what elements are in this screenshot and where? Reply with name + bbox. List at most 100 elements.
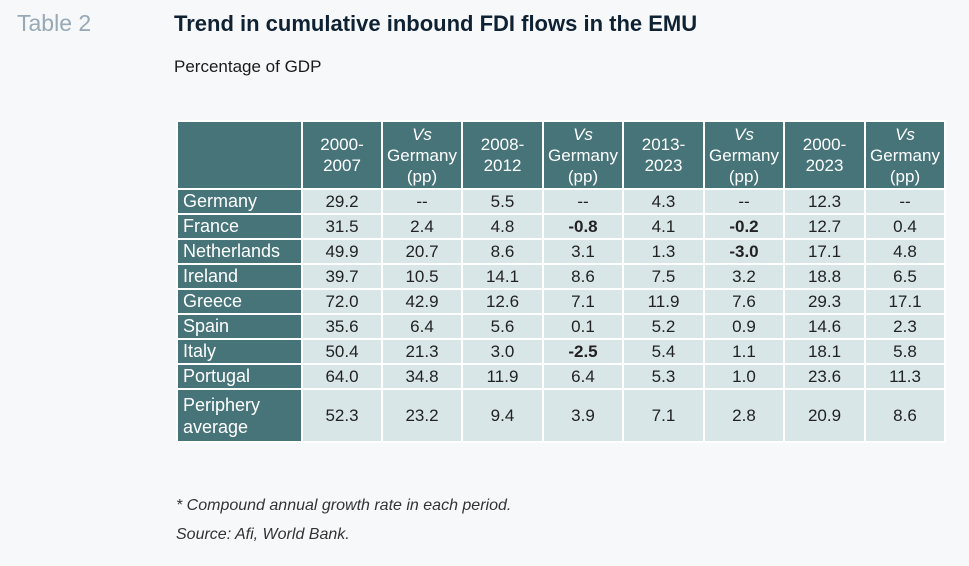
value-cell: 17.1 [783,238,866,265]
value-cell: 8.6 [864,388,946,443]
value-cell: 4.3 [622,188,705,215]
value-cell: 31.5 [301,213,383,240]
country-cell: Ireland [176,263,303,290]
country-cell: Netherlands [176,238,303,265]
column-header: Vs Germany (pp) [703,120,785,190]
footnote: * Compound annual growth rate in each pe… [176,497,512,514]
value-cell: 18.1 [783,338,866,365]
value-cell: 7.5 [622,263,705,290]
value-cell: 0.9 [703,313,785,340]
value-cell: 20.9 [783,388,866,443]
column-header: Vs Germany (pp) [381,120,463,190]
value-cell: 12.3 [783,188,866,215]
column-header: 2000- 2007 [301,120,383,190]
value-cell: 3.1 [542,238,624,265]
value-cell: 1.0 [703,363,785,390]
value-cell: -0.2 [703,213,785,240]
column-header: Vs Germany (pp) [864,120,946,190]
value-cell: 23.6 [783,363,866,390]
value-cell: 12.7 [783,213,866,240]
value-cell: 7.1 [542,288,624,315]
table-label: Table 2 [17,10,92,36]
value-cell: 3.9 [542,388,624,443]
value-cell: 5.2 [622,313,705,340]
value-cell: 10.5 [381,263,463,290]
page-subtitle: Percentage of GDP [174,57,322,76]
country-cell: Portugal [176,363,303,390]
value-cell: 11.9 [461,363,544,390]
column-header: 2013- 2023 [622,120,705,190]
header-corner-cell [176,120,303,190]
value-cell: 34.8 [381,363,463,390]
value-cell: 2.3 [864,313,946,340]
value-cell: 5.4 [622,338,705,365]
value-cell: 9.4 [461,388,544,443]
value-cell: 0.4 [864,213,946,240]
country-cell: Italy [176,338,303,365]
country-cell: Germany [176,188,303,215]
value-cell: 29.2 [301,188,383,215]
value-cell: -2.5 [542,338,624,365]
source-note: Source: Afi, World Bank. [176,526,350,543]
fdi-table: 2000- 2007 Vs Germany (pp) 2008- 2012 Vs Germ… [176,120,946,443]
value-cell: 14.1 [461,263,544,290]
value-cell: 35.6 [301,313,383,340]
value-cell: 39.7 [301,263,383,290]
value-cell: -- [703,188,785,215]
table-row: Netherlands 49.9 20.7 8.6 3.1 1.3 -3.0 17.1 4.8 [176,238,946,265]
value-cell: 29.3 [783,288,866,315]
column-header: 2008- 2012 [461,120,544,190]
value-cell: 11.3 [864,363,946,390]
value-cell: 14.6 [783,313,866,340]
value-cell: -- [542,188,624,215]
value-cell: 2.4 [381,213,463,240]
value-cell: 2.8 [703,388,785,443]
table-row: Greece 72.0 42.9 12.6 7.1 11.9 7.6 29.3 17.1 [176,288,946,315]
value-cell: -3.0 [703,238,785,265]
table-body: Germany 29.2 -- 5.5 -- 4.3 -- 12.3 -- France 31.5 2… [176,188,946,443]
country-cell: Periphery average [176,388,303,443]
table-row: Portugal 64.0 34.8 11.9 6.4 5.3 1.0 23.6 11.3 [176,363,946,390]
value-cell: 64.0 [301,363,383,390]
value-cell: 5.8 [864,338,946,365]
value-cell: 4.8 [864,238,946,265]
value-cell: 50.4 [301,338,383,365]
value-cell: 6.5 [864,263,946,290]
value-cell: 17.1 [864,288,946,315]
header-row: 2000- 2007 Vs Germany (pp) 2008- 2012 Vs Germ… [176,120,946,190]
value-cell: 4.8 [461,213,544,240]
value-cell: 72.0 [301,288,383,315]
page-title: Trend in cumulative inbound FDI flows in… [174,11,698,36]
value-cell: 4.1 [622,213,705,240]
value-cell: 8.6 [461,238,544,265]
value-cell: 23.2 [381,388,463,443]
value-cell: 18.8 [783,263,866,290]
column-header: Vs Germany (pp) [542,120,624,190]
value-cell: 52.3 [301,388,383,443]
table-row: Periphery average 52.3 23.2 9.4 3.9 7.1 2.8 20.9… [176,388,946,443]
value-cell: 20.7 [381,238,463,265]
table-row: Germany 29.2 -- 5.5 -- 4.3 -- 12.3 -- [176,188,946,215]
value-cell: 11.9 [622,288,705,315]
value-cell: 5.5 [461,188,544,215]
value-cell: 1.1 [703,338,785,365]
value-cell: 5.3 [622,363,705,390]
value-cell: 42.9 [381,288,463,315]
country-cell: France [176,213,303,240]
table-row: Ireland 39.7 10.5 14.1 8.6 7.5 3.2 18.8 6.5 [176,263,946,290]
country-cell: Greece [176,288,303,315]
value-cell: 5.6 [461,313,544,340]
value-cell: -- [864,188,946,215]
table-row: Spain 35.6 6.4 5.6 0.1 5.2 0.9 14.6 2.3 [176,313,946,340]
value-cell: 3.0 [461,338,544,365]
value-cell: 0.1 [542,313,624,340]
value-cell: 7.1 [622,388,705,443]
value-cell: 6.4 [542,363,624,390]
table-row: Italy 50.4 21.3 3.0 -2.5 5.4 1.1 18.1 5.8 [176,338,946,365]
value-cell: 6.4 [381,313,463,340]
value-cell: 3.2 [703,263,785,290]
table-row: France 31.5 2.4 4.8 -0.8 4.1 -0.2 12.7 0.4 [176,213,946,240]
country-cell: Spain [176,313,303,340]
value-cell: -- [381,188,463,215]
value-cell: 7.6 [703,288,785,315]
